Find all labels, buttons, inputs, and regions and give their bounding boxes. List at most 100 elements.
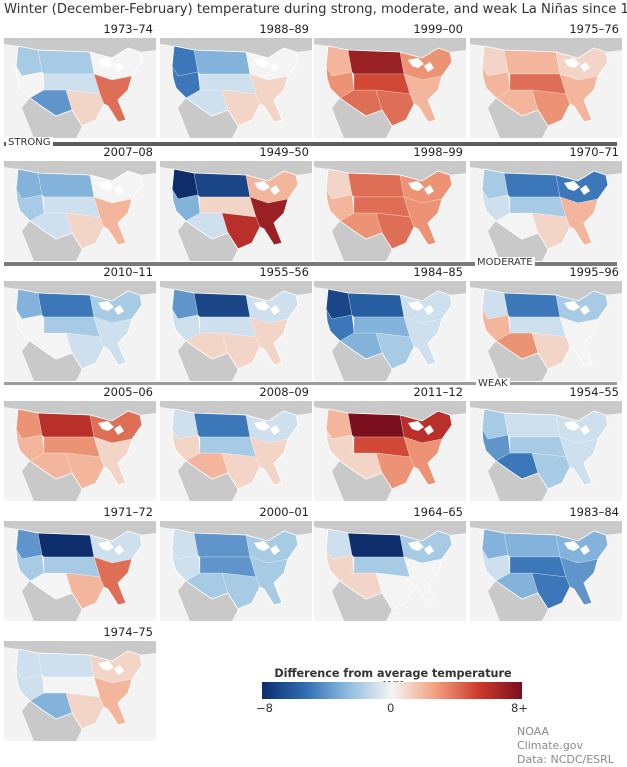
great-lakes [98,181,124,195]
us-map [470,161,622,261]
map-panel: 2005–06 [4,385,156,501]
map-season-label: 1973–74 [103,22,153,36]
canada-land [4,38,156,58]
map-panel: 1995–96 [470,265,622,381]
mexico-land [178,221,238,261]
map-season-label: 1995–96 [569,265,619,279]
mexico-land [178,581,238,621]
map-season-label: 1999–00 [413,22,463,36]
great-lakes [254,181,280,195]
region-northcentral [347,532,405,558]
us-map [160,521,312,621]
canada-land [470,38,622,58]
us-map [314,38,466,138]
us-map [4,641,156,741]
us-map [4,161,156,261]
us-outline [481,288,609,370]
canada-land [160,38,312,58]
region-northcentral [37,172,95,198]
canada-land [4,521,156,541]
map-panel: 1971–72 [4,505,156,621]
us-outline [325,45,453,127]
us-outline [15,168,143,250]
great-lakes [564,421,590,435]
us-map [160,401,312,501]
mexico-land [488,221,548,261]
us-map [4,38,156,138]
us-outline [325,528,453,610]
map-season-label: 1998–99 [413,145,463,159]
page-title: Winter (December-February) temperature d… [4,2,627,17]
us-map [160,38,312,138]
credit-line-2: Data: NCDC/ESRL [517,753,614,766]
map-season-label: 2007–08 [103,145,153,159]
us-map [314,281,466,381]
credit-line-1: NOAA Climate.gov [517,725,584,752]
us-map [160,281,312,381]
region-northcentral [347,412,405,438]
us-outline [171,528,299,610]
divider-moderate [4,262,617,266]
us-outline [481,45,609,127]
mexico-land [488,581,548,621]
us-outline [15,288,143,370]
canada-land [470,521,622,541]
legend-mid-label: 0 [387,701,395,715]
great-lakes [564,58,590,72]
canada-land [470,161,622,181]
mexico-land [332,98,392,138]
region-northcentral [37,292,95,318]
us-outline [171,288,299,370]
great-lakes [564,301,590,315]
canada-land [314,281,466,301]
great-lakes [254,301,280,315]
map-season-label: 1974–75 [103,625,153,639]
mexico-land [22,98,82,138]
mexico-land [22,461,82,501]
great-lakes [408,181,434,195]
us-map [470,38,622,138]
us-outline [15,408,143,490]
great-lakes [564,541,590,555]
great-lakes [98,541,124,555]
legend-colorbar [262,682,522,699]
legend-min-label: −8 [256,701,273,715]
canada-land [314,521,466,541]
us-outline [325,408,453,490]
map-season-label: 2010–11 [103,265,153,279]
map-panel: 2011–12 [314,385,466,501]
canada-land [314,161,466,181]
mexico-land [178,98,238,138]
mexico-land [178,461,238,501]
map-panel: 1955–56 [160,265,312,381]
mexico-land [22,341,82,381]
region-northcentral [37,532,95,558]
map-panel: 1998–99 [314,145,466,261]
mexico-land [332,221,392,261]
map-panel: 1974–75 [4,625,156,741]
map-panel: 1973–74 [4,22,156,138]
us-outline [15,648,143,730]
canada-land [470,281,622,301]
mexico-land [488,341,548,381]
canada-land [4,161,156,181]
map-panel: 1954–55 [470,385,622,501]
mexico-land [332,461,392,501]
great-lakes [408,421,434,435]
canada-land [314,401,466,421]
map-season-label: 1949–50 [259,145,309,159]
us-map [4,521,156,621]
great-lakes [254,541,280,555]
us-outline [481,528,609,610]
great-lakes [408,301,434,315]
canada-land [160,281,312,301]
great-lakes [564,181,590,195]
region-northcentral [193,172,251,198]
great-lakes [408,541,434,555]
us-outline [481,168,609,250]
region-northcentral [193,49,251,75]
map-season-label: 1971–72 [103,505,153,519]
label-weak: WEAK [476,378,510,389]
us-map [314,401,466,501]
us-map [470,521,622,621]
